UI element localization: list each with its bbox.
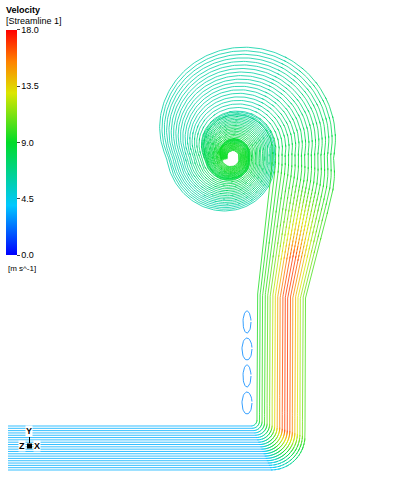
svg-text:4.5: 4.5: [21, 194, 34, 204]
svg-text:Z: Z: [19, 441, 25, 451]
svg-text:Y: Y: [26, 426, 32, 436]
svg-text:0.0: 0.0: [21, 250, 34, 260]
svg-text:[m s^-1]: [m s^-1]: [8, 264, 36, 273]
svg-text:X: X: [34, 441, 40, 451]
svg-text:13.5: 13.5: [21, 81, 39, 91]
svg-text:18.0: 18.0: [21, 25, 39, 35]
svg-text:9.0: 9.0: [21, 138, 34, 148]
svg-text:Velocity[Streamline 1]: Velocity[Streamline 1]: [6, 5, 62, 27]
